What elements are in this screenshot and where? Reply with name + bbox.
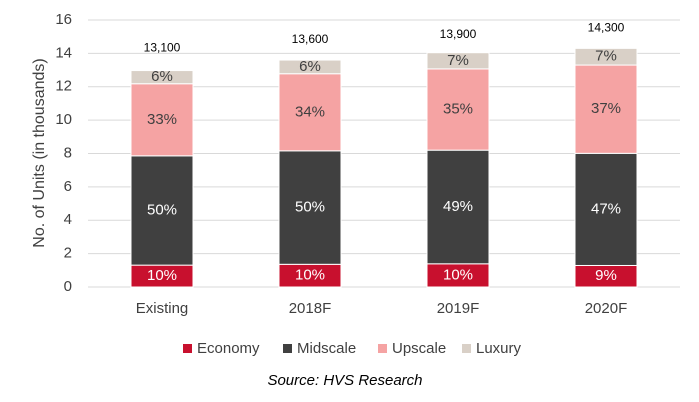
source: Source: HVS Research <box>267 372 422 389</box>
data-label: 7% <box>595 48 617 65</box>
data-label: 47% <box>591 200 621 217</box>
data-label: 35% <box>443 100 473 117</box>
y-tick-label: 14 <box>55 44 72 61</box>
y-tick-label: 4 <box>64 211 72 228</box>
total-label: 14,300 <box>588 21 625 35</box>
legend-label: Economy <box>197 340 260 357</box>
legend-swatch <box>378 344 387 353</box>
x-tick-label: 2019F <box>437 300 480 317</box>
total-label: 13,100 <box>144 41 181 55</box>
y-tick-label: 0 <box>64 278 72 295</box>
y-tick-label: 10 <box>55 111 72 128</box>
y-tick-label: 6 <box>64 178 72 195</box>
x-tick-label: Existing <box>136 300 189 317</box>
bar-segment <box>426 68 490 151</box>
legend-label: Upscale <box>392 340 446 357</box>
data-label: 6% <box>151 68 173 85</box>
legend-label: Luxury <box>476 340 522 357</box>
data-label: 50% <box>147 201 177 218</box>
legend-label: Midscale <box>297 340 356 357</box>
bar-segment <box>278 73 342 152</box>
y-axis-label: No. of Units (in thousands) <box>31 58 48 247</box>
y-tick-label: 12 <box>55 78 72 95</box>
bar-segment <box>130 155 194 266</box>
data-label: 10% <box>147 267 177 284</box>
data-label: 33% <box>147 111 177 128</box>
y-tick-label: 2 <box>64 245 72 262</box>
bar-segment <box>426 149 490 265</box>
bar-segment <box>574 47 638 66</box>
data-label: 7% <box>447 52 469 69</box>
bar-segment <box>278 59 342 75</box>
x-tick-label: 2020F <box>585 300 628 317</box>
data-label: 50% <box>295 199 325 216</box>
data-label: 10% <box>295 267 325 284</box>
x-tick-label: 2018F <box>289 300 332 317</box>
data-label: 49% <box>443 198 473 215</box>
data-label: 10% <box>443 266 473 283</box>
legend-swatch <box>183 344 192 353</box>
data-label: 34% <box>295 103 325 120</box>
bar-segment <box>130 70 194 85</box>
total-label: 13,600 <box>292 32 329 46</box>
data-label: 6% <box>299 58 321 75</box>
legend-swatch <box>283 344 292 353</box>
legend-swatch <box>462 344 471 353</box>
total-label: 13,900 <box>440 27 477 41</box>
data-label: 37% <box>591 100 621 117</box>
data-label: 9% <box>595 267 617 284</box>
bar-segment <box>426 52 490 70</box>
y-tick-label: 8 <box>64 144 72 161</box>
y-tick-label: 16 <box>55 11 72 28</box>
bar-segment <box>574 152 638 266</box>
